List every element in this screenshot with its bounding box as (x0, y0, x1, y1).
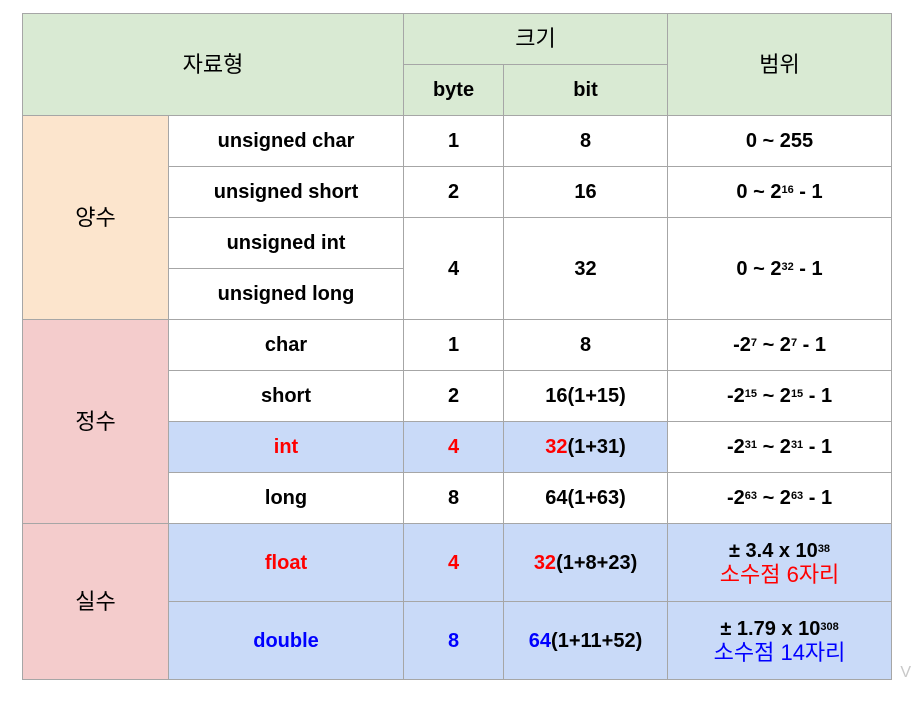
bit-cell: 64(1+11+52) (503, 601, 669, 680)
group-integer: 정수 (22, 319, 169, 524)
bit-cell: 8 (503, 319, 669, 371)
precision-text: 소수점 14자리 (713, 639, 846, 665)
bit-cell: 16(1+15) (503, 370, 669, 422)
range-cell: 0 ~ 216 - 1 (667, 166, 893, 218)
type-name: char (167, 319, 405, 371)
header-type: 자료형 (21, 13, 405, 116)
type-name: unsigned short (167, 166, 405, 218)
bit-cell: 32(1+8+23) (503, 523, 669, 602)
table-row: unsigned long (23, 268, 892, 320)
header-size: 크기 (403, 13, 669, 65)
group-real: 실수 (22, 523, 169, 680)
header-bit: bit (503, 64, 669, 116)
type-name: long (167, 472, 405, 524)
range-cell: -215 ~ 215 - 1 (667, 370, 893, 422)
group-positive: 양수 (22, 115, 169, 320)
type-name: unsigned int (167, 217, 405, 269)
table-row: unsigned int 4 32 0 ~ 232 - 1 (23, 217, 893, 320)
type-name: float (167, 523, 405, 602)
range-cell: -27 ~ 27 - 1 (667, 319, 893, 371)
type-name: double (167, 601, 405, 680)
range-cell: ± 1.79 x 10308 소수점 14자리 (667, 601, 893, 680)
table-row: long 8 64(1+63) -263 ~ 263 - 1 (23, 472, 893, 524)
precision-text: 소수점 6자리 (719, 561, 840, 587)
byte-cell: 1 (403, 319, 505, 371)
range-cell: -231 ~ 231 - 1 (667, 421, 893, 473)
table-row: short 2 16(1+15) -215 ~ 215 - 1 (23, 370, 893, 422)
header-range: 범위 (667, 13, 893, 116)
table-row: 실수 float 4 32(1+8+23) ± 3.4 x 1038 소수점 6… (22, 523, 893, 680)
table-row: 정수 char 1 8 -27 ~ 27 - 1 (22, 319, 893, 524)
type-name: unsigned char (167, 115, 405, 167)
bit-cell: 8 (503, 115, 669, 167)
byte-cell: 1 (403, 115, 505, 167)
header-byte: byte (403, 64, 505, 116)
byte-cell: 8 (403, 601, 505, 680)
table-row: unsigned short 2 16 0 ~ 216 - 1 (23, 166, 893, 218)
byte-cell: 4 (403, 217, 505, 320)
table-row: 양수 unsigned char 1 8 0 ~ 255 (22, 115, 893, 320)
type-name: unsigned long (167, 268, 405, 320)
range-cell: -263 ~ 263 - 1 (667, 472, 893, 524)
byte-cell: 2 (403, 370, 505, 422)
range-cell: 0 ~ 255 (667, 115, 893, 167)
type-name: short (167, 370, 405, 422)
range-cell: 0 ~ 232 - 1 (667, 217, 893, 320)
bit-cell: 32(1+31) (503, 421, 669, 473)
byte-cell: 2 (403, 166, 505, 218)
watermark: V (900, 664, 911, 681)
byte-cell: 8 (403, 472, 505, 524)
bit-cell: 16 (503, 166, 669, 218)
bit-cell: 64(1+63) (503, 472, 669, 524)
bit-cell: 32 (503, 217, 669, 320)
byte-cell: 4 (403, 523, 505, 602)
type-name: int (167, 421, 405, 473)
byte-cell: 4 (403, 421, 505, 473)
data-type-table: 자료형 크기 범위 byte bit 양수 unsigned char 1 8 … (21, 13, 893, 680)
range-cell: ± 3.4 x 1038 소수점 6자리 (667, 523, 893, 602)
